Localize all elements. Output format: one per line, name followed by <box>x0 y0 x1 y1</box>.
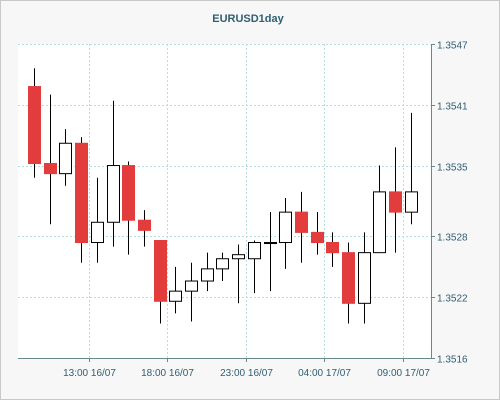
candle <box>326 232 339 267</box>
candle <box>185 262 198 322</box>
candle-body-bullish <box>358 252 371 304</box>
candle <box>295 191 308 263</box>
y-tick-label: 1.3528 <box>437 233 468 244</box>
candle <box>358 232 371 324</box>
x-tick-label: 04:00 17/07 <box>298 368 351 379</box>
candle-body-bearish <box>75 142 88 244</box>
candle <box>216 252 229 282</box>
candle-body-bullish <box>169 290 182 302</box>
candle-body-bullish <box>216 258 229 270</box>
y-tick-labels: 1.3547 1.3541 1.3535 1.3528 1.3522 1.3516 <box>431 41 468 366</box>
candle <box>28 68 41 178</box>
candle-body-bearish <box>28 86 41 165</box>
candle-body-bearish <box>295 211 308 233</box>
candle <box>107 100 120 247</box>
x-tick-labels: 13:00 16/07 18:00 16/07 23:00 16/07 04:00 1… <box>63 358 430 379</box>
chart-title: EURUSD1day <box>212 13 284 25</box>
candle <box>311 212 324 255</box>
y-tick-label: 1.3547 <box>437 41 468 52</box>
candle-body-bearish <box>44 163 57 175</box>
candle <box>373 165 386 254</box>
candle-body-bullish <box>232 254 245 260</box>
candle <box>138 210 151 247</box>
y-tick-label: 1.3535 <box>437 163 468 174</box>
candle <box>201 252 214 292</box>
candle-body-bearish <box>154 240 167 302</box>
x-tick-label: 23:00 16/07 <box>220 368 273 379</box>
y-tick-label: 1.3541 <box>437 102 468 113</box>
candle <box>232 244 245 304</box>
candle-body-bearish <box>138 219 151 231</box>
candle <box>154 240 167 324</box>
candle <box>75 137 88 263</box>
y-tick-label: 1.3522 <box>437 294 468 305</box>
candle-body-bullish <box>185 280 198 292</box>
candle-body-bearish <box>389 191 402 213</box>
candle-body-bullish <box>91 221 104 244</box>
candle-body-bullish <box>107 165 120 223</box>
candle <box>279 197 292 269</box>
x-tick-label: 13:00 16/07 <box>63 368 116 379</box>
candle <box>91 177 104 263</box>
candle-body-bearish <box>122 165 135 221</box>
candle-body-bullish <box>248 242 261 260</box>
x-tick-label: 18:00 16/07 <box>141 368 194 379</box>
candle <box>405 112 418 225</box>
candle-body-bullish <box>201 268 214 282</box>
candle <box>342 242 355 324</box>
candle-body-bearish <box>326 242 339 254</box>
y-tick-label: 1.3516 <box>437 355 468 366</box>
candle-body-bearish <box>311 231 324 244</box>
x-tick-label: 09:00 17/07 <box>377 368 430 379</box>
candle-body-bullish <box>59 142 72 175</box>
candle <box>389 147 402 253</box>
candle-layer <box>28 68 418 324</box>
candle-body-bullish <box>373 191 386 254</box>
candle-body-bullish <box>264 242 277 245</box>
candle <box>264 212 277 292</box>
candle-body-bearish <box>342 252 355 304</box>
candle-body-bullish <box>279 211 292 244</box>
candle-body-bullish <box>405 191 418 213</box>
candle <box>169 266 182 314</box>
candle <box>44 94 57 225</box>
candle <box>248 240 261 294</box>
candle <box>122 161 135 255</box>
candle <box>59 129 72 186</box>
